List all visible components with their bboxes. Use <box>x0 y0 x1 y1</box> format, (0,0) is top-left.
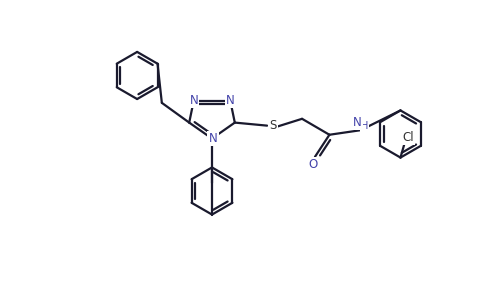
Text: N: N <box>189 94 198 107</box>
Text: S: S <box>269 119 277 132</box>
Text: O: O <box>308 158 318 171</box>
Text: Cl: Cl <box>403 131 414 144</box>
Text: N: N <box>226 94 235 107</box>
Text: H: H <box>361 121 368 131</box>
Text: N: N <box>209 132 217 145</box>
Text: N: N <box>353 116 362 129</box>
